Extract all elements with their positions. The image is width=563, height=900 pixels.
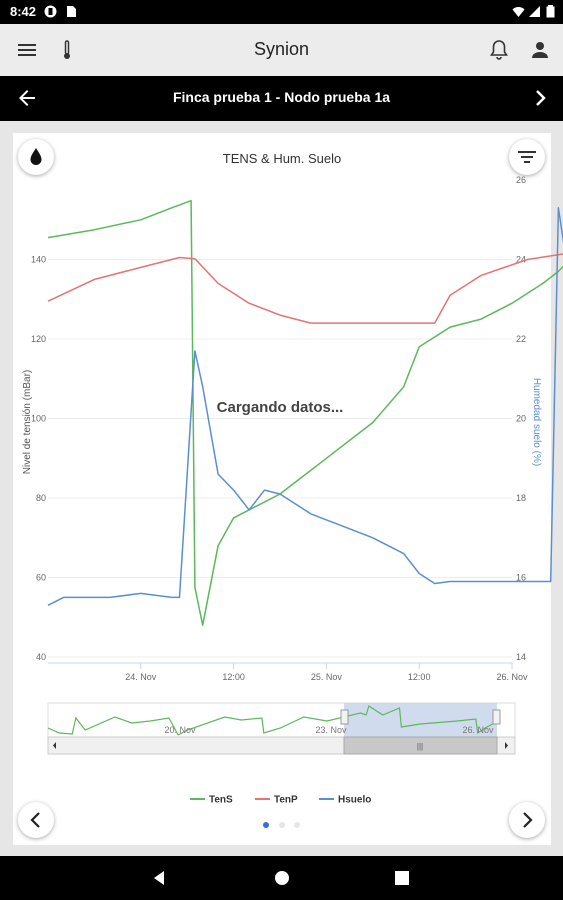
thermometer-icon[interactable] <box>55 38 79 62</box>
previous-chart-button[interactable] <box>18 802 54 838</box>
water-drop-button[interactable] <box>18 139 54 175</box>
system-navigation-bar <box>0 856 563 900</box>
signal-icon <box>529 6 540 17</box>
filter-icon <box>518 151 536 163</box>
chart-title: TENS & Hum. Suelo <box>222 151 342 166</box>
app-bar: Synion <box>0 24 563 76</box>
account-icon[interactable] <box>528 38 552 62</box>
status-bar: 8:42 <box>0 0 563 24</box>
menu-icon[interactable] <box>15 38 39 62</box>
nav-back-icon[interactable] <box>151 870 167 886</box>
chevron-right-icon[interactable] <box>528 86 552 110</box>
app-notification-icon <box>44 5 57 18</box>
pager-dot[interactable] <box>294 822 300 828</box>
loading-message: Cargando datos... <box>216 399 344 416</box>
water-drop-icon <box>30 148 42 165</box>
nav-home-icon[interactable] <box>274 870 290 886</box>
pager-dot-active[interactable] <box>263 822 269 828</box>
arrow-back-icon[interactable] <box>15 86 39 110</box>
sd-card-icon <box>67 6 76 17</box>
filter-button[interactable] <box>509 139 545 175</box>
bell-icon[interactable] <box>487 38 511 62</box>
chart-card <box>13 133 551 845</box>
node-selector-bar: Finca prueba 1 - Nodo prueba 1a <box>0 76 563 121</box>
chevron-left-icon <box>30 812 40 828</box>
chevron-right-icon <box>523 812 533 828</box>
battery-icon <box>546 5 555 18</box>
pager-dot[interactable] <box>279 822 285 828</box>
wifi-icon <box>512 7 525 18</box>
status-time: 8:42 <box>10 4 37 19</box>
node-title: Finca prueba 1 - Nodo prueba 1a <box>172 89 391 105</box>
nav-recents-icon[interactable] <box>395 871 409 885</box>
next-chart-button[interactable] <box>509 802 545 838</box>
app-title: Synion <box>253 39 310 59</box>
